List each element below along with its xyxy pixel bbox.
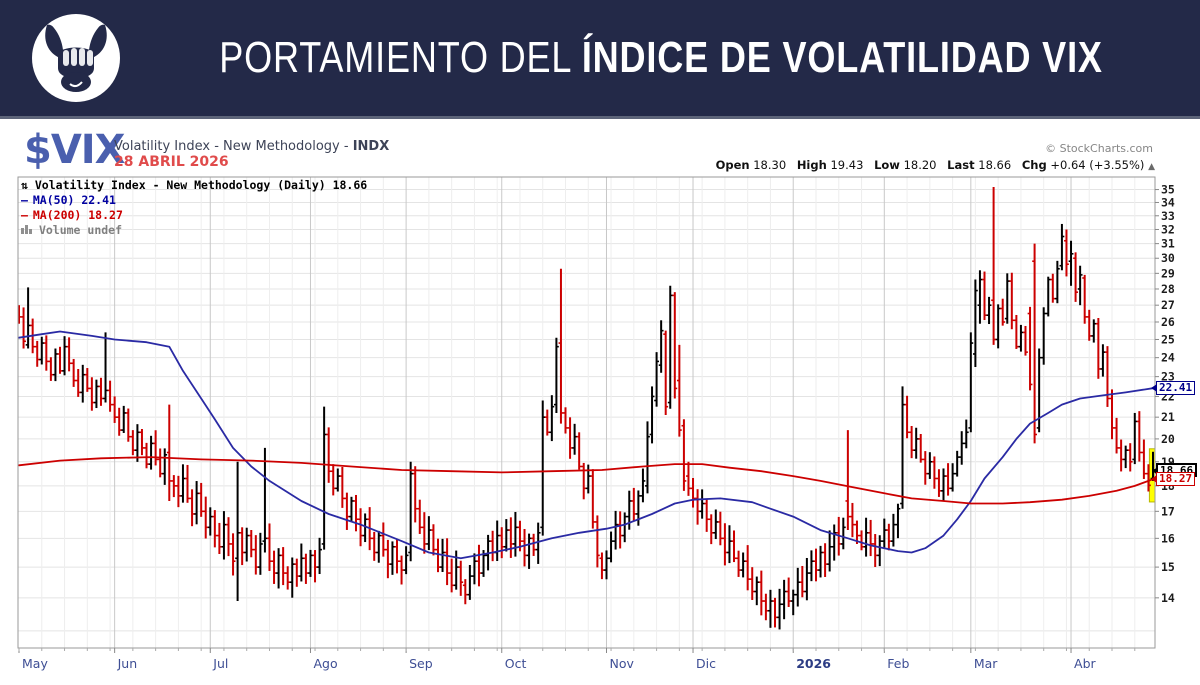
month-label: Abr: [1074, 656, 1096, 671]
month-label: Mar: [974, 656, 998, 671]
month-label: Oct: [505, 656, 527, 671]
last-label: Last: [947, 158, 975, 172]
svg-text:14: 14: [1161, 591, 1175, 605]
header-bar: PORTAMIENTO DEL ÍNDICE DE VOLATILIDAD VI…: [0, 0, 1200, 119]
svg-text:15: 15: [1161, 560, 1175, 574]
ohlc-quote-row: Open 18.30 High 19.43 Low 18.20 Last 18.…: [709, 158, 1155, 172]
svg-text:25: 25: [1161, 332, 1175, 346]
svg-text:16: 16: [1161, 531, 1175, 545]
legend-ma200: MA(200) 18.27: [32, 208, 123, 222]
up-arrow-icon: ▲: [1148, 162, 1155, 172]
month-label: Feb: [887, 656, 909, 671]
month-label: Sep: [409, 656, 433, 671]
month-label: May: [22, 656, 48, 671]
svg-text:28: 28: [1161, 282, 1175, 296]
svg-text:26: 26: [1161, 315, 1175, 329]
svg-text:24: 24: [1161, 351, 1175, 365]
svg-text:17: 17: [1161, 504, 1175, 518]
low-value: 18.20: [903, 158, 937, 172]
svg-text:34: 34: [1161, 195, 1175, 209]
legend-volume: Volume undef: [38, 223, 123, 237]
svg-text:35: 35: [1161, 183, 1175, 197]
price-tag-arrow-icon: [1152, 466, 1158, 475]
svg-text:29: 29: [1161, 266, 1175, 280]
stockcharts-credit: © StockCharts.com: [1045, 142, 1153, 155]
month-label: 2026: [796, 656, 831, 671]
svg-text:20: 20: [1161, 432, 1175, 446]
open-label: Open: [715, 158, 750, 172]
page-title-bold: ÍNDICE DE VOLATILIDAD VIX: [581, 33, 1103, 82]
volume-icon: [21, 225, 32, 234]
ticker-name: Volatility Index - New Methodology -: [114, 139, 353, 154]
chg-value: +0.64 (+3.55%): [1050, 158, 1145, 172]
high-value: 19.43: [830, 158, 864, 172]
ma50-swatch: —: [21, 193, 28, 207]
legend-title: Volatility Index - New Methodology (Dail…: [34, 178, 368, 192]
chg-label: Chg: [1021, 158, 1047, 172]
high-label: High: [796, 158, 827, 172]
price-tag: 22.41: [1151, 381, 1196, 396]
page-title-regular: PORTAMIENTO DEL: [219, 33, 582, 82]
last-value: 18.66: [978, 158, 1012, 172]
ticker-description: Volatility Index - New Methodology - IND…: [114, 139, 389, 154]
ma200-swatch: —: [21, 208, 28, 222]
month-label: Dic: [696, 656, 716, 671]
svg-text:21: 21: [1161, 410, 1175, 424]
svg-text:33: 33: [1161, 209, 1175, 223]
month-label: Jul: [212, 656, 228, 671]
legend-ma50: MA(50) 22.41: [32, 193, 116, 207]
month-label: Jun: [117, 656, 138, 671]
svg-text:30: 30: [1161, 251, 1175, 265]
price-tag-arrow-icon: [1151, 384, 1157, 393]
svg-text:23: 23: [1161, 370, 1175, 384]
price-tag-arrow-icon: [1151, 475, 1157, 484]
open-value: 18.30: [753, 158, 787, 172]
month-label: Nov: [609, 656, 634, 671]
svg-text:31: 31: [1161, 237, 1175, 251]
low-label: Low: [874, 158, 900, 172]
month-label: Ago: [313, 656, 337, 671]
page-title: PORTAMIENTO DEL ÍNDICE DE VOLATILIDAD VI…: [219, 33, 1103, 83]
chart-date: 28 ABRIL 2026: [114, 154, 229, 170]
ticker-exchange: INDX: [352, 139, 390, 154]
ticker-symbol: $VIX: [24, 127, 126, 173]
svg-text:27: 27: [1161, 298, 1175, 312]
bull-fist-icon: [30, 12, 122, 104]
chart-legend: ⇅ Volatility Index - New Methodology (Da…: [21, 178, 367, 238]
svg-text:32: 32: [1161, 222, 1175, 236]
chart-type-icon: ⇅: [21, 178, 28, 192]
price-tag: 18.27: [1151, 472, 1196, 487]
